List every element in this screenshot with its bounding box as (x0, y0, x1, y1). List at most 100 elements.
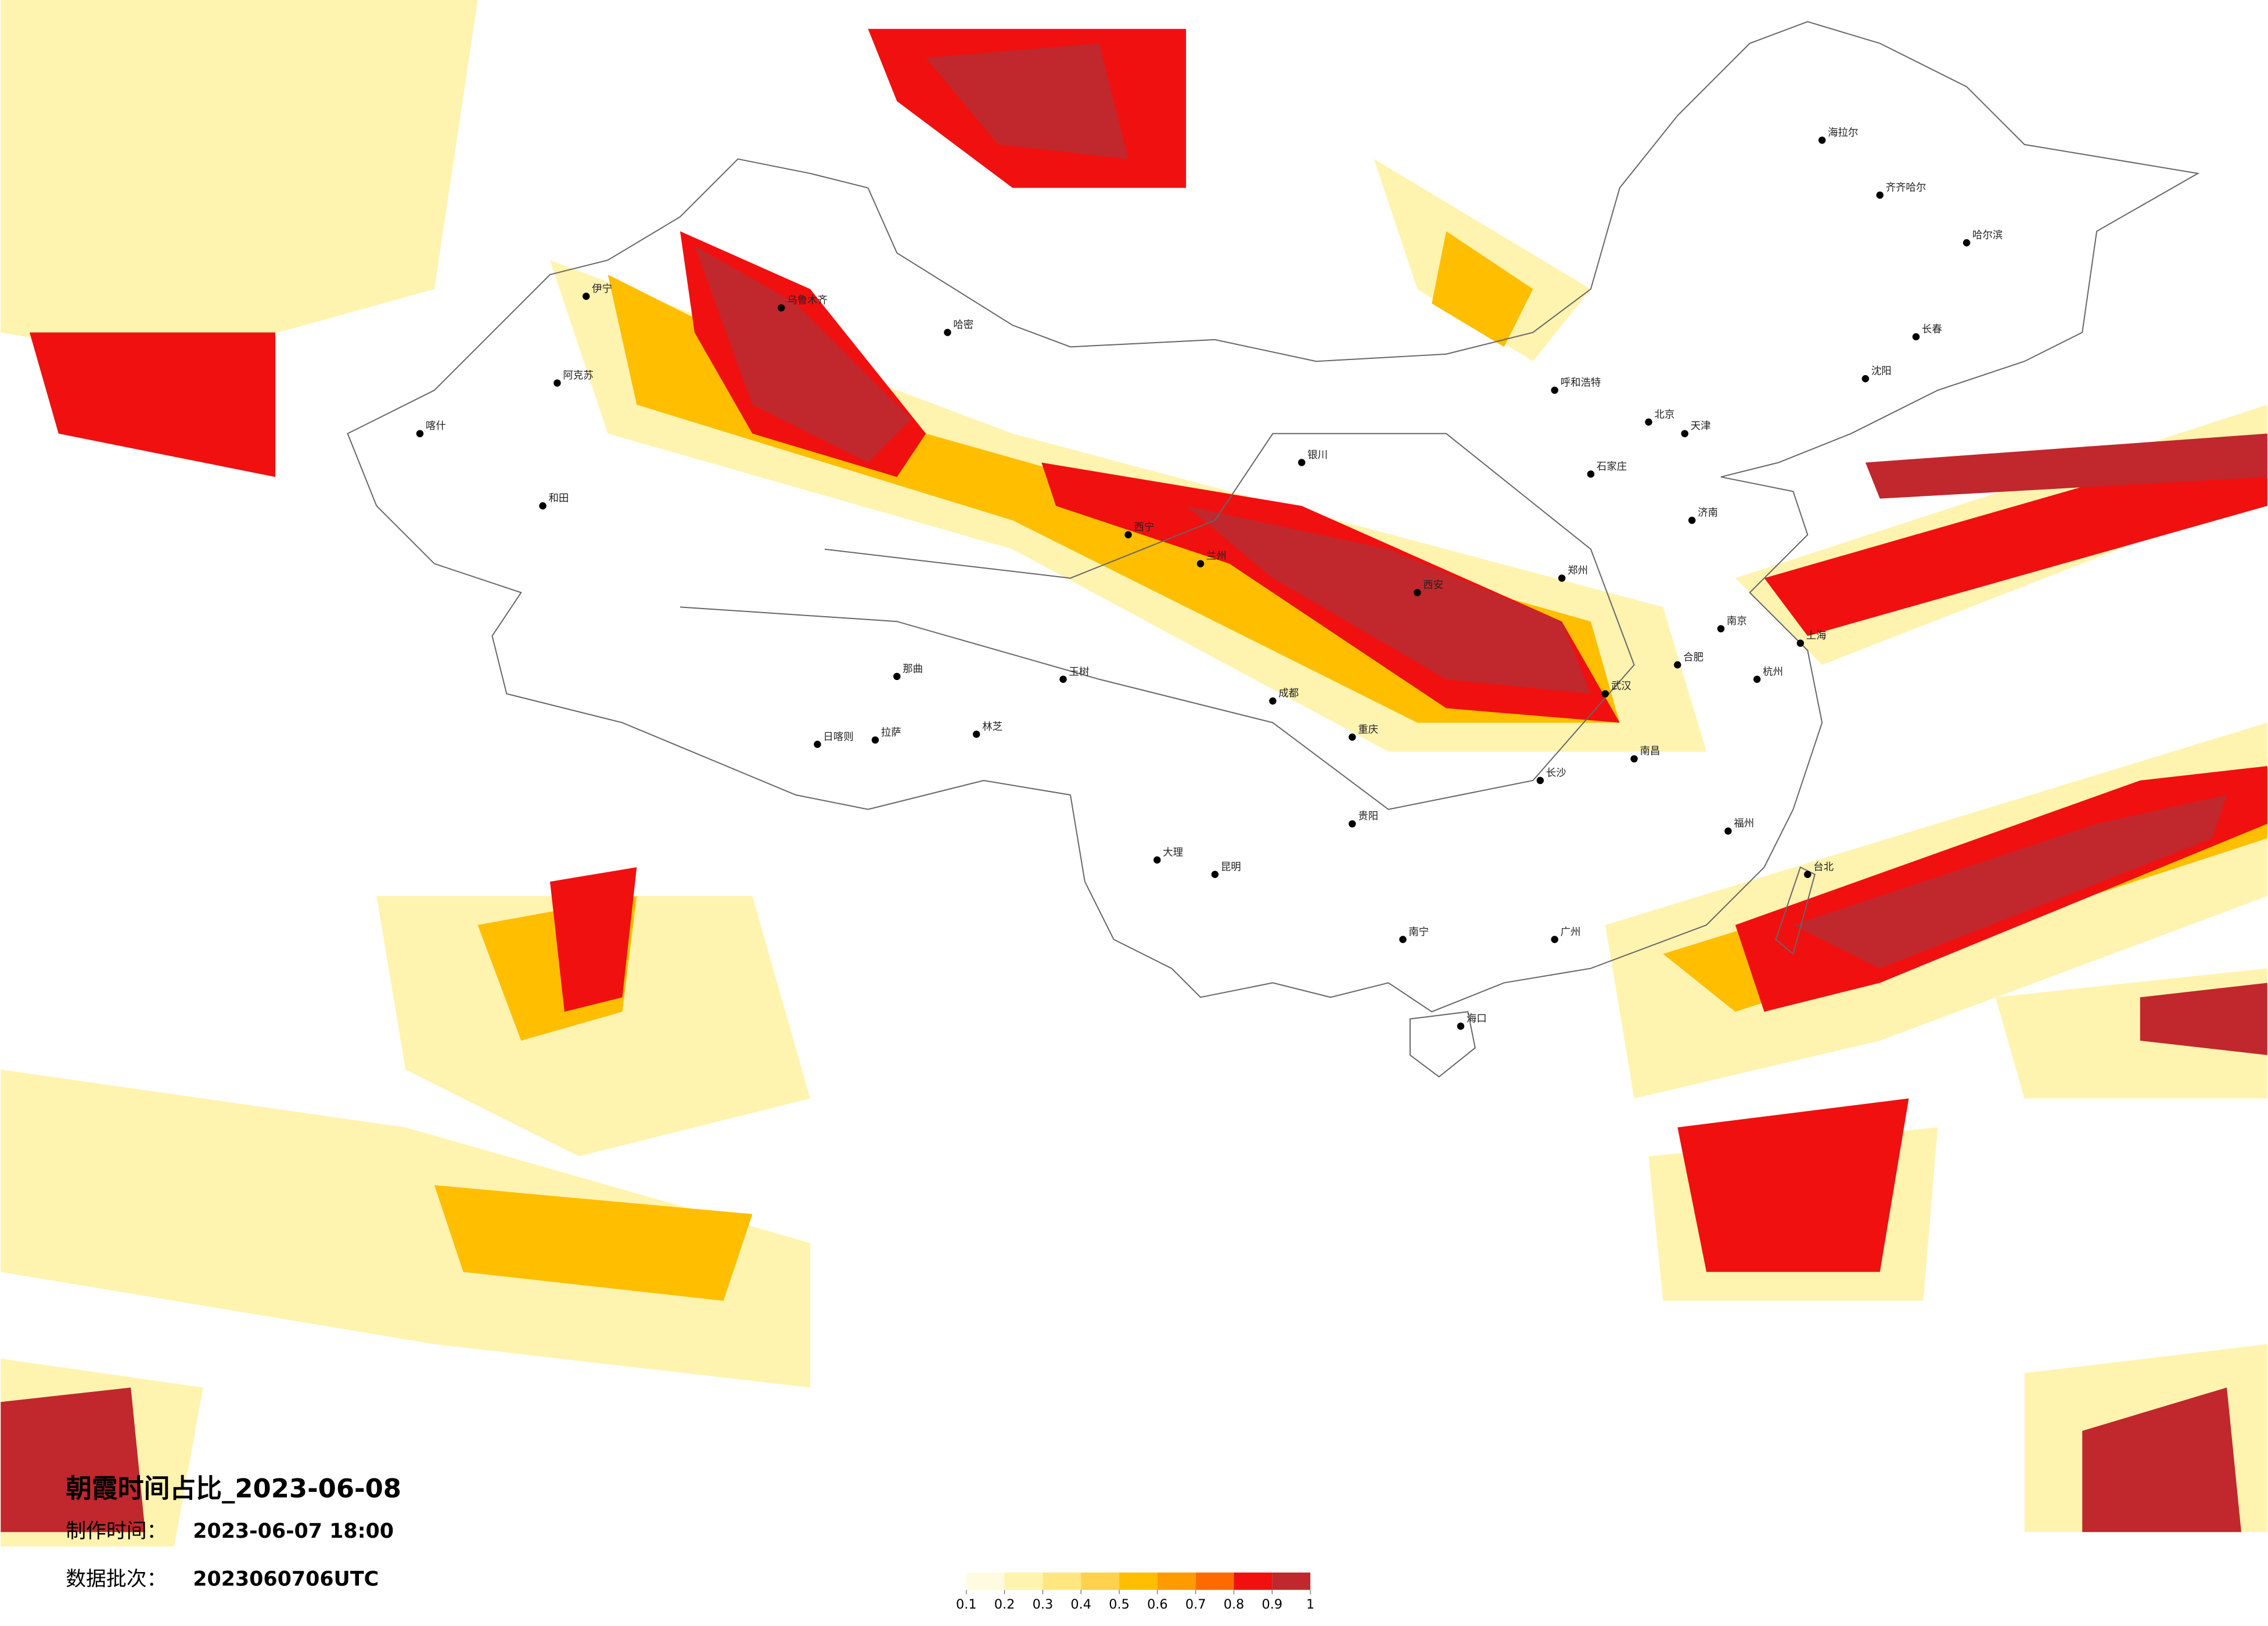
city-dot (972, 731, 980, 738)
city-dot (1804, 870, 1811, 878)
city-dot (1399, 936, 1407, 943)
city-label: 广州 (1561, 926, 1581, 938)
city-dot (814, 740, 821, 748)
city-dot (1349, 820, 1356, 828)
city-label: 成都 (1278, 688, 1299, 700)
city-dot (539, 502, 547, 510)
city-label: 昆明 (1221, 861, 1241, 873)
city-label: 天津 (1691, 420, 1711, 432)
city-label: 石家庄 (1597, 461, 1627, 473)
colorbar-swatch (1195, 1572, 1234, 1590)
colorbar-tick-label: 0.6 (1147, 1597, 1168, 1612)
city-dot (944, 329, 951, 336)
city-label: 拉萨 (881, 727, 901, 739)
city-dot (1196, 560, 1205, 567)
colorbar-tick-label: 0.8 (1224, 1597, 1245, 1612)
city-dot (1724, 827, 1732, 835)
colorbar-tick-label: 0.2 (994, 1597, 1015, 1612)
city-label: 北京 (1655, 409, 1675, 420)
city-dot (1861, 375, 1870, 383)
city-label: 哈密 (953, 319, 973, 331)
city-label: 和田 (549, 493, 569, 505)
city-dot (1645, 418, 1652, 426)
colorbar-tick-label: 0.3 (1033, 1597, 1054, 1612)
colorbar-swatch (1043, 1572, 1081, 1590)
colorbar-swatch (1081, 1572, 1120, 1590)
city-label: 重庆 (1358, 724, 1378, 736)
city-dot (1536, 776, 1544, 785)
city-label: 济南 (1698, 508, 1718, 519)
city-dot (1558, 574, 1566, 582)
colorbar-tick-label: 0.5 (1109, 1597, 1130, 1612)
heat-layer (1, 0, 2267, 1547)
city-dot (1153, 856, 1161, 864)
city-dot (582, 293, 590, 300)
batch-label: 数据批次： (66, 1567, 167, 1591)
city-dot (1681, 430, 1688, 437)
city-dot (1269, 697, 1277, 705)
city-dot (1601, 690, 1609, 697)
city-label: 伊宁 (592, 283, 612, 295)
colorbar-swatch (1157, 1572, 1196, 1590)
city-dot (1059, 675, 1067, 683)
city-label: 南京 (1727, 616, 1747, 627)
colorbar-tick-label: 0.7 (1185, 1597, 1206, 1612)
city-label: 南昌 (1640, 746, 1660, 757)
city-label: 武汉 (1611, 681, 1631, 692)
colorbar-tick-label: 1 (1306, 1597, 1314, 1612)
city-dot (1630, 755, 1638, 762)
city-dot (1876, 191, 1884, 199)
city-label: 阿克苏 (563, 370, 593, 382)
city-label: 那曲 (903, 663, 923, 675)
city-label: 贵阳 (1358, 811, 1378, 822)
city-label: 西安 (1423, 580, 1443, 591)
city-label: 长沙 (1546, 768, 1566, 779)
map-title: 朝霞时间占比_2023-06-08 (66, 1473, 401, 1503)
colorbar-swatch (1119, 1572, 1158, 1590)
city-label: 沈阳 (1871, 366, 1892, 377)
city-dot (1551, 386, 1558, 394)
city-dot (1551, 936, 1558, 943)
city-label: 福州 (1734, 818, 1754, 830)
city-label: 齐齐哈尔 (1886, 182, 1926, 194)
city-dot (1414, 589, 1421, 596)
city-dot (553, 379, 561, 387)
city-label: 玉树 (1069, 666, 1090, 678)
city-label: 银川 (1307, 449, 1328, 461)
city-label: 南宁 (1408, 926, 1429, 938)
batch-value: 2023060706UTC (193, 1567, 379, 1591)
city-dot (1688, 516, 1696, 524)
country-outline (347, 21, 2200, 1078)
city-label: 海口 (1467, 1013, 1487, 1025)
city-label: 乌鲁木齐 (787, 295, 828, 307)
city-label: 上海 (1806, 630, 1827, 642)
city-dot (1211, 870, 1219, 878)
city-dot (1963, 239, 1971, 247)
made-time: 2023-06-07 18:00 (193, 1520, 394, 1543)
city-dot (1753, 675, 1761, 683)
colorbar-swatch (1004, 1572, 1043, 1590)
city-label: 长春 (1922, 323, 1942, 335)
city-label: 哈尔滨 (1972, 230, 2003, 242)
colorbar-tick-label: 0.9 (1262, 1597, 1283, 1612)
city-label: 台北 (1813, 861, 1834, 873)
city-dot (1912, 333, 1920, 341)
city-dot (1349, 733, 1356, 741)
city-dot (1717, 625, 1725, 632)
city-label: 海拉尔 (1828, 127, 1858, 139)
city-dot (893, 672, 901, 681)
colorbar-tick-label: 0.1 (956, 1597, 977, 1612)
city-dot (1297, 459, 1306, 466)
colorbar: 0.1 0.2 0.3 0.4 0.5 0.6 0.7 0.8 0.9 1 (956, 1572, 1314, 1612)
made-label: 制作时间： (66, 1520, 167, 1543)
city-label: 兰州 (1206, 551, 1227, 562)
city-dot (777, 304, 785, 312)
city-dot (1587, 470, 1595, 478)
colorbar-tick-label: 0.4 (1070, 1597, 1091, 1612)
colorbar-swatch (966, 1572, 1005, 1590)
city-dot (1457, 1022, 1465, 1030)
city-dot (1124, 531, 1132, 539)
city-dot (1818, 136, 1826, 144)
city-label: 杭州 (1763, 666, 1783, 678)
